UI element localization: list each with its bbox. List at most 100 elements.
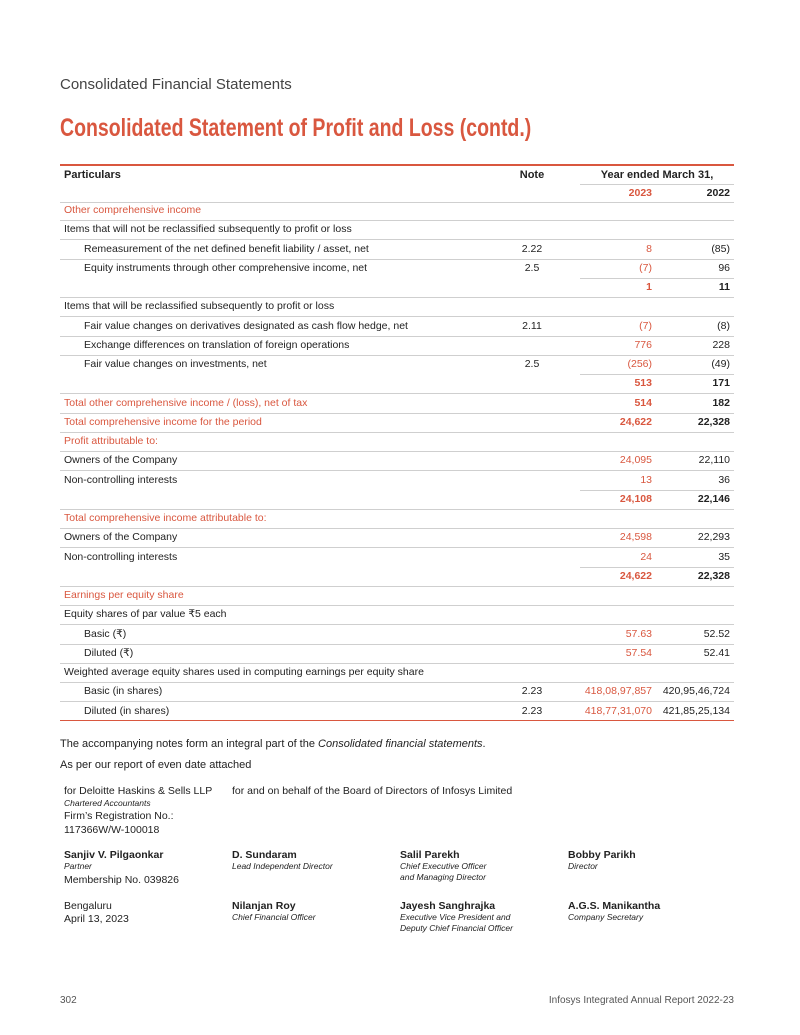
- row-label: Owners of the Company: [64, 531, 178, 544]
- value-2023: 24,108: [619, 492, 652, 505]
- auditor-firm: for Deloitte Haskins & Sells LLP: [64, 785, 213, 797]
- value-2022: 228: [712, 338, 730, 351]
- report-name: Infosys Integrated Annual Report 2022-23: [548, 995, 734, 1006]
- row-label: Earnings per equity share: [64, 589, 184, 601]
- signatory-role: Executive Vice President and: [400, 912, 511, 922]
- table-top-rule: [60, 164, 734, 166]
- value-2022: 52.52: [703, 627, 730, 640]
- rule: [60, 431, 734, 433]
- value-2022: (85): [711, 242, 730, 255]
- value-2022: 421,85,25,134: [662, 704, 730, 717]
- rule: [60, 528, 734, 529]
- row-label: Other comprehensive income: [64, 204, 202, 216]
- value-2023: (256): [627, 358, 652, 370]
- rule: [580, 277, 734, 279]
- value-2022: 22,328: [697, 569, 730, 582]
- row-label: Diluted (₹): [84, 646, 134, 659]
- rule: [60, 643, 734, 645]
- value-2023: 24,598: [619, 531, 652, 544]
- signatory-role: Chief Executive Officer: [400, 861, 487, 871]
- page-number: 302: [60, 995, 77, 1006]
- text: The accompanying notes form an integral …: [60, 738, 319, 750]
- row-label: Fair value changes on investments, net: [84, 358, 267, 370]
- year-header: 2023: [628, 187, 652, 199]
- column-header: Particulars: [64, 169, 121, 181]
- value-2022: 182: [712, 396, 730, 409]
- signatory-role: Lead Independent Director: [232, 861, 333, 871]
- note-ref: 2.5: [524, 261, 540, 274]
- rule: [60, 335, 734, 337]
- rule: [60, 220, 734, 221]
- value-2022: (8): [717, 319, 730, 332]
- column-header: Note: [519, 169, 545, 181]
- value-2022: 36: [718, 473, 730, 486]
- rule: [60, 258, 734, 260]
- note-text: As per our report of even date attached: [60, 759, 252, 771]
- value-2023: 13: [640, 473, 652, 486]
- table-bottom-rule: [60, 720, 734, 721]
- value-2022: 22,146: [697, 492, 730, 505]
- note-ref: 2.23: [521, 685, 543, 698]
- signatory-name: Sanjiv V. Pilgaonkar: [64, 849, 164, 861]
- rule: [60, 605, 734, 606]
- auditor-type: Chartered Accountants: [64, 798, 151, 808]
- rule: [60, 393, 734, 395]
- row-label: Basic (in shares): [84, 685, 163, 698]
- value-2022: 35: [718, 550, 730, 563]
- row-label: Total other comprehensive income / (loss…: [64, 396, 308, 409]
- value-2023: 418,77,31,070: [584, 704, 652, 717]
- row-label: Items that will be reclassified subseque…: [64, 300, 335, 313]
- signatory-name: A.G.S. Manikantha: [568, 900, 661, 912]
- row-label: Non-controlling interests: [64, 473, 178, 486]
- value-2022: 52.41: [703, 646, 730, 659]
- row-label: Non-controlling interests: [64, 550, 178, 563]
- value-2023: 24: [640, 550, 652, 563]
- row-label: Weighted average equity shares used in c…: [64, 666, 424, 678]
- signatory-role: Chief Financial Officer: [232, 912, 316, 922]
- date: April 13, 2023: [64, 913, 129, 925]
- rule: [60, 547, 734, 549]
- value-2023: 24,095: [619, 454, 652, 467]
- rule: [60, 682, 734, 683]
- year-header: 2022: [706, 187, 730, 199]
- signatory-name: Jayesh Sanghrajka: [400, 900, 496, 912]
- rule: [60, 662, 734, 664]
- column-header: Year ended March 31,: [600, 169, 714, 181]
- rule: [60, 508, 734, 510]
- text: Consolidated financial statements: [318, 738, 483, 750]
- row-label: Items that will not be reclassified subs…: [64, 223, 352, 236]
- rule: [60, 239, 734, 241]
- board-line: for and on behalf of the Board of Direct…: [232, 785, 513, 797]
- rule: [580, 374, 734, 375]
- rule: [60, 701, 734, 703]
- row-label: Fair value changes on derivatives design…: [84, 319, 408, 332]
- page-title: Consolidated Statement of Profit and Los…: [60, 114, 532, 142]
- signatory-role: Company Secretary: [568, 912, 644, 922]
- value-2023: 776: [634, 338, 652, 351]
- rule: [60, 585, 734, 587]
- rule: [580, 566, 734, 568]
- value-2023: 514: [634, 396, 652, 409]
- value-2023: 418,08,97,857: [584, 685, 652, 698]
- signatory-role: Partner: [64, 861, 92, 871]
- note-text: The accompanying notes form an integral …: [60, 739, 486, 750]
- rule: [60, 624, 734, 626]
- value-2023: 1: [646, 281, 652, 293]
- row-label: Basic (₹): [84, 627, 127, 640]
- note-ref: 2.23: [521, 704, 543, 717]
- row-label: Total comprehensive income for the perio…: [64, 415, 262, 428]
- row-label: Equity instruments through other compreh…: [84, 261, 368, 274]
- row-label: Total comprehensive income attributable …: [64, 512, 267, 524]
- value-2023: (7): [639, 261, 652, 274]
- value-2022: 22,293: [697, 531, 730, 544]
- signatory-role: and Managing Director: [400, 872, 486, 882]
- rule: [580, 184, 734, 185]
- signatory-role: Deputy Chief Financial Officer: [400, 923, 513, 933]
- value-2022: 22,110: [698, 454, 730, 467]
- value-2022: 420,95,46,724: [662, 685, 730, 698]
- signatory-name: Salil Parekh: [400, 849, 460, 861]
- signatory-name: Bobby Parikh: [568, 849, 636, 861]
- note-ref: 2.5: [524, 358, 540, 370]
- rule: [60, 354, 734, 356]
- signatory-role: Director: [568, 861, 598, 871]
